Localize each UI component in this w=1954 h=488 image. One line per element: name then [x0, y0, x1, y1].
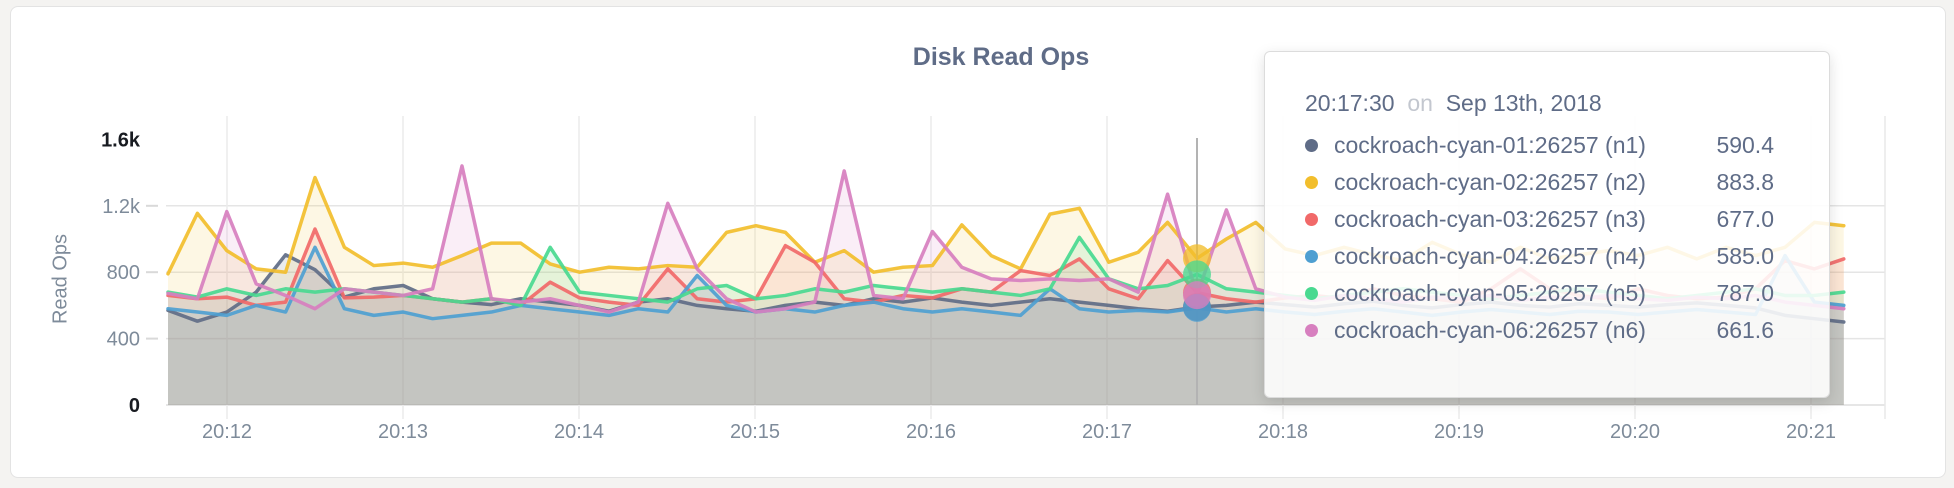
tooltip-series-row: cockroach-cyan-04:26257 (n4) 585.0: [1305, 238, 1774, 275]
series-value: 590.4: [1716, 132, 1774, 158]
x-tick-label: 20:14: [554, 421, 604, 443]
x-tick-label: 20:20: [1610, 421, 1660, 443]
series-value: 585.0: [1716, 243, 1774, 269]
series-label: cockroach-cyan-01:26257 (n1): [1334, 132, 1646, 158]
tooltip-series-row: cockroach-cyan-03:26257 (n3) 677.0: [1305, 201, 1774, 238]
series-color-dot-icon: [1305, 287, 1318, 300]
series-value: 787.0: [1716, 280, 1774, 306]
series-label: cockroach-cyan-04:26257 (n4): [1334, 243, 1646, 269]
series-color-dot-icon: [1305, 176, 1318, 189]
y-tick-label: 800: [107, 262, 140, 284]
series-value: 677.0: [1716, 206, 1774, 232]
tooltip-time: 20:17:30: [1305, 90, 1395, 116]
series-color-dot-icon: [1305, 250, 1318, 263]
hover-point-n5: [1183, 260, 1211, 289]
tooltip-rows: cockroach-cyan-01:26257 (n1) 590.4 cockroa…: [1305, 127, 1774, 349]
series-label: cockroach-cyan-02:26257 (n2): [1334, 169, 1646, 195]
tooltip-on-word: on: [1407, 90, 1433, 116]
x-tick-label: 20:16: [906, 421, 956, 443]
y-tick-label: 400: [107, 329, 140, 351]
x-tick-label: 20:17: [1082, 421, 1132, 443]
x-tick-label: 20:15: [730, 421, 780, 443]
series-value: 661.6: [1716, 317, 1774, 343]
tooltip-space: [1433, 90, 1439, 116]
x-tick-label: 20:21: [1786, 421, 1836, 443]
x-tick-label: 20:13: [378, 421, 428, 443]
chart-title: Disk Read Ops: [912, 43, 1090, 71]
tooltip-series-row: cockroach-cyan-01:26257 (n1) 590.4: [1305, 127, 1774, 164]
y-tick-label: 1.6k: [101, 129, 141, 151]
series-color-dot-icon: [1305, 213, 1318, 226]
series-label: cockroach-cyan-05:26257 (n5): [1334, 280, 1646, 306]
hover-tooltip: 20:17:30 on Sep 13th, 2018 cockroach-cya…: [1264, 51, 1830, 398]
x-tick-label: 20:12: [202, 421, 252, 443]
tooltip-series-row: cockroach-cyan-06:26257 (n6) 661.6: [1305, 312, 1774, 349]
y-tick-label: 0: [129, 395, 140, 417]
y-axis-title: Read Ops: [49, 233, 72, 325]
series-label: cockroach-cyan-06:26257 (n6): [1334, 317, 1646, 343]
series-color-dot-icon: [1305, 324, 1318, 337]
tooltip-header: 20:17:30 on Sep 13th, 2018: [1305, 90, 1774, 117]
series-value: 883.8: [1716, 169, 1774, 195]
x-tick-label: 20:18: [1258, 421, 1308, 443]
series-color-dot-icon: [1305, 139, 1318, 152]
tooltip-series-row: cockroach-cyan-02:26257 (n2) 883.8: [1305, 164, 1774, 201]
x-tick-label: 20:19: [1434, 421, 1484, 443]
y-tick-label: 1.2k: [102, 196, 141, 218]
tooltip-date: Sep 13th, 2018: [1445, 90, 1602, 116]
hover-point-n6: [1183, 281, 1211, 310]
series-label: cockroach-cyan-03:26257 (n3): [1334, 206, 1646, 232]
tooltip-series-row: cockroach-cyan-05:26257 (n5) 787.0: [1305, 275, 1774, 312]
